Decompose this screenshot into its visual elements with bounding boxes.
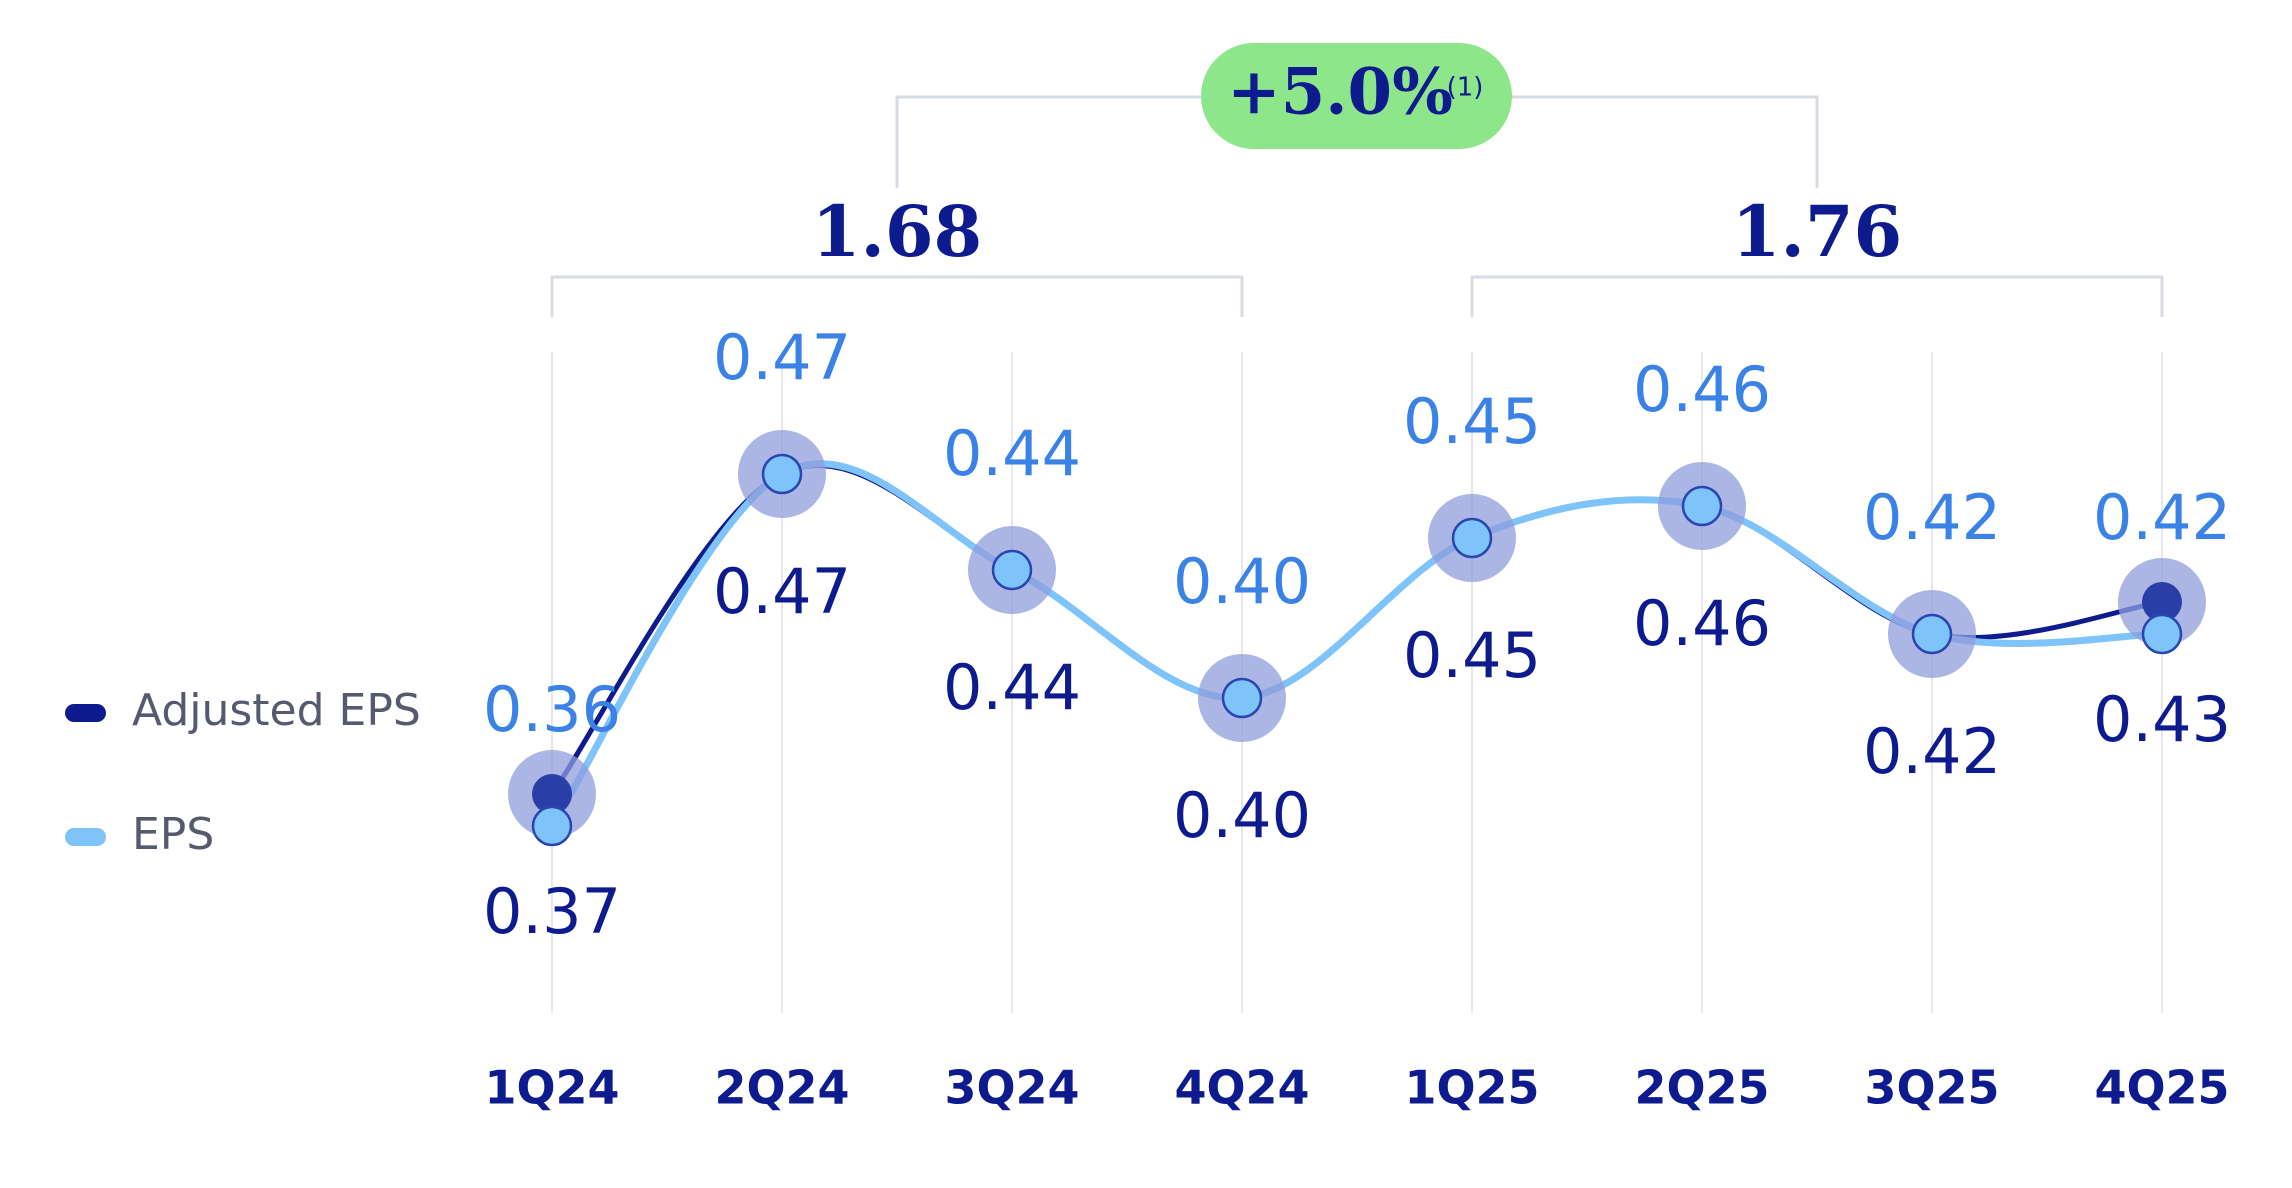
legend-marker (65, 704, 106, 722)
data-label: 0.42 (1863, 715, 2001, 788)
x-tick-label: 3Q24 (944, 1061, 1079, 1115)
point (1681, 485, 1723, 527)
legend-label: EPS (132, 809, 214, 860)
x-tick-label: 2Q25 (1634, 1061, 1769, 1115)
point (1221, 677, 1263, 719)
point (2142, 582, 2182, 622)
point (991, 549, 1033, 591)
legend-marker (65, 828, 106, 846)
growth-bracket (895, 95, 1819, 188)
data-label: 0.42 (2093, 481, 2231, 554)
x-tick-label: 2Q24 (714, 1061, 849, 1115)
point (2141, 613, 2183, 655)
data-label: 0.47 (713, 555, 851, 628)
growth-note: (1) (1447, 73, 1484, 103)
data-label: 0.44 (943, 417, 1081, 490)
period-bracket (1470, 275, 2164, 317)
x-tick-label: 1Q24 (484, 1061, 619, 1115)
data-label: 0.45 (1403, 385, 1541, 458)
x-tick-label: 4Q25 (2094, 1061, 2229, 1115)
data-label: 0.43 (2093, 683, 2231, 756)
period-total: 1.68 (812, 190, 983, 273)
data-label: 0.44 (943, 651, 1081, 724)
data-label: 0.42 (1863, 481, 2001, 554)
data-label: 0.45 (1403, 619, 1541, 692)
data-label: 0.46 (1633, 353, 1771, 426)
period-total: 1.76 (1732, 190, 1903, 273)
growth-pill (1201, 43, 1512, 149)
growth-label: +5.0% (1227, 55, 1453, 130)
data-label: 0.36 (483, 673, 621, 746)
x-tick-label: 4Q24 (1174, 1061, 1309, 1115)
data-label: 0.46 (1633, 587, 1771, 660)
point (761, 453, 803, 495)
point (532, 774, 572, 814)
x-tick-label: 3Q25 (1864, 1061, 1999, 1115)
data-label: 0.40 (1173, 545, 1311, 618)
data-label: 0.40 (1173, 779, 1311, 852)
data-label: 0.47 (713, 321, 851, 394)
legend-label: Adjusted EPS (132, 685, 421, 736)
data-label: 0.37 (483, 875, 621, 948)
x-tick-label: 1Q25 (1404, 1061, 1539, 1115)
point (1451, 517, 1493, 559)
point (1911, 613, 1953, 655)
point (531, 805, 573, 847)
period-bracket (550, 275, 1244, 317)
